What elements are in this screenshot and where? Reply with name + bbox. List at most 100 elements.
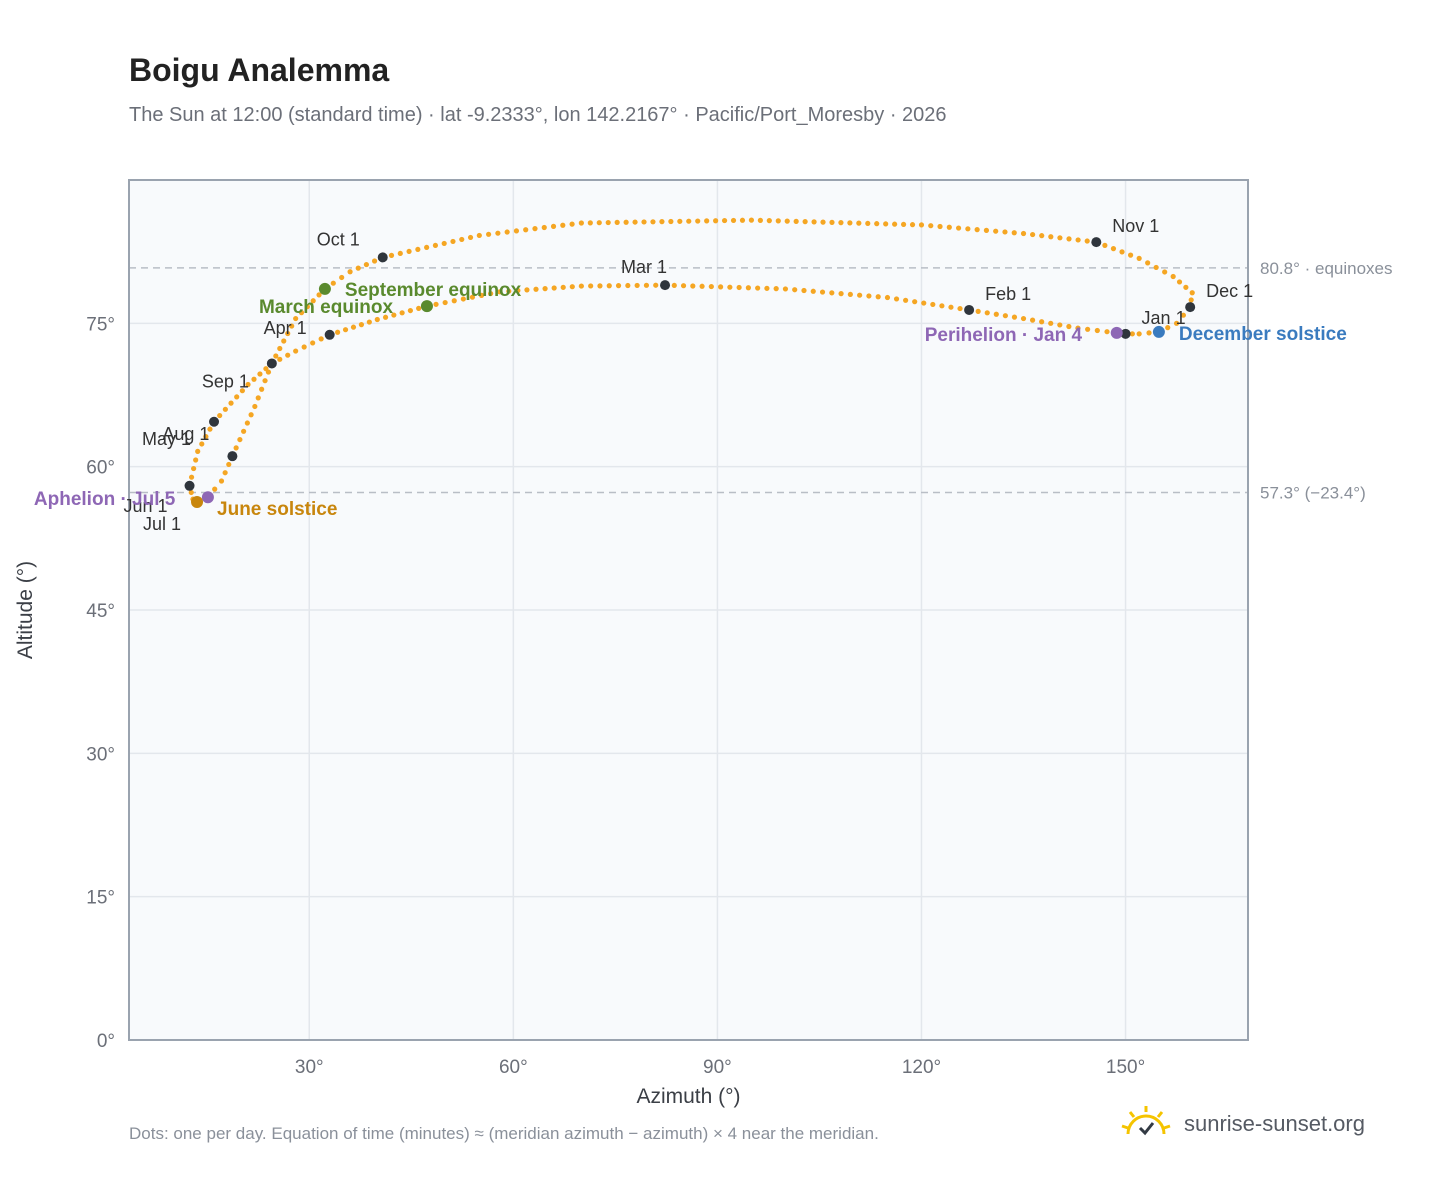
- analemma-day-dot: [203, 433, 209, 440]
- month-label: Nov 1: [1112, 216, 1159, 236]
- analemma-day-dot: [893, 296, 900, 302]
- analemma-day-dot: [569, 221, 575, 227]
- analemma-day-dot: [273, 353, 279, 359]
- analemma-day-dot: [937, 223, 943, 230]
- analemma-day-dot: [974, 227, 980, 233]
- analemma-day-dot: [948, 304, 954, 310]
- month-label: Mar 1: [621, 257, 667, 277]
- analemma-day-dot: [865, 220, 871, 227]
- analemma-day-dot: [975, 308, 981, 314]
- analemma-day-dot: [1188, 297, 1194, 303]
- analemma-day-dot: [406, 248, 412, 255]
- month-marker: [1091, 237, 1102, 248]
- analemma-day-dot: [293, 315, 299, 322]
- analemma-day-dot: [1084, 238, 1090, 244]
- analemma-day-dot: [718, 284, 724, 290]
- analemma-day-dot: [506, 288, 512, 294]
- y-tick-label: 60°: [86, 458, 115, 479]
- analemma-day-dot: [677, 218, 683, 224]
- analemma-day-dot: [708, 283, 714, 290]
- analemma-day-dot: [641, 219, 647, 225]
- month-marker: [964, 304, 975, 315]
- month-label: Aug 1: [162, 424, 209, 444]
- analemma-day-dot: [829, 219, 835, 225]
- analemma-day-dot: [847, 291, 853, 298]
- analemma-day-dot: [366, 319, 372, 325]
- analemma-day-dot: [957, 305, 963, 312]
- event-marker: [420, 300, 433, 313]
- analemma-day-dot: [257, 371, 263, 377]
- footnote: Dots: one per day. Equation of time (min…: [129, 1124, 879, 1143]
- analemma-day-dot: [784, 218, 790, 224]
- x-tick-label: 30°: [295, 1057, 324, 1078]
- analemma-day-dot: [1145, 260, 1151, 266]
- analemma-day-dot: [541, 224, 547, 231]
- analemma-day-dot: [983, 227, 990, 233]
- analemma-day-dot: [819, 289, 826, 295]
- analemma-day-dot: [802, 219, 808, 225]
- analemma-day-dot: [730, 217, 737, 224]
- analemma-day-dot: [330, 280, 336, 286]
- y-tick-label: 30°: [86, 744, 115, 765]
- analemma-day-dot: [782, 286, 789, 292]
- analemma-day-dot: [397, 250, 403, 257]
- analemma-day-dot: [1030, 231, 1036, 238]
- analemma-day-dot: [513, 228, 520, 234]
- analemma-day-dot: [241, 428, 247, 434]
- reference-line-label: 80.8° · equinoxes: [1260, 259, 1393, 278]
- analemma-day-dot: [838, 291, 844, 297]
- analemma-day-dot: [615, 283, 622, 289]
- analemma-day-dot: [1029, 317, 1036, 323]
- analemma-day-dot: [597, 283, 603, 289]
- analemma-day-dot: [476, 232, 482, 239]
- x-axis-title: Azimuth (°): [636, 1085, 740, 1108]
- analemma-day-dot: [488, 290, 494, 297]
- analemma-day-dot: [486, 231, 492, 237]
- analemma-day-dot: [764, 285, 770, 291]
- analemma-day-dot: [1066, 323, 1072, 330]
- analemma-day-dot: [424, 244, 430, 251]
- analemma-day-dot: [903, 297, 909, 303]
- month-marker: [184, 480, 195, 491]
- analemma-day-dot: [226, 461, 232, 468]
- x-tick-label: 120°: [902, 1057, 941, 1078]
- analemma-day-dot: [588, 283, 594, 289]
- analemma-day-dot: [281, 338, 287, 344]
- analemma-day-dot: [339, 274, 345, 281]
- analemma-day-dot: [739, 217, 746, 223]
- analemma-day-dot: [252, 403, 258, 410]
- analemma-day-dot: [838, 220, 844, 226]
- plot-area: 80.8° · equinoxes 57.3° (−23.4°) 30° 60° 90°…: [14, 179, 1393, 1108]
- analemma-day-dot: [1173, 320, 1180, 326]
- analemma-day-dot: [399, 310, 405, 316]
- analemma-day-dot: [342, 327, 349, 333]
- analemma-day-dot: [699, 283, 705, 289]
- analemma-day-dot: [1189, 290, 1195, 296]
- analemma-day-dot: [1020, 315, 1027, 322]
- y-tick-label: 0°: [97, 1031, 115, 1052]
- analemma-day-dot: [671, 282, 677, 289]
- event-label: June solstice: [217, 499, 337, 520]
- analemma-day-dot: [560, 222, 566, 228]
- analemma-day-dot: [262, 378, 268, 384]
- analemma-day-dot: [374, 316, 380, 323]
- analemma-day-dot: [293, 348, 299, 354]
- analemma-day-dot: [721, 217, 728, 224]
- analemma-day-dot: [515, 287, 521, 294]
- analemma-day-dot: [766, 218, 772, 224]
- analemma-day-dot: [1094, 327, 1100, 334]
- analemma-day-dot: [193, 457, 199, 463]
- brand-logo[interactable]: sunrise-sunset.org: [1120, 1104, 1365, 1144]
- analemma-day-dot: [289, 323, 295, 329]
- analemma-day-dot: [355, 265, 361, 271]
- month-marker: [209, 416, 220, 427]
- analemma-day-dot: [371, 258, 378, 264]
- event-marker: [191, 496, 204, 509]
- analemma-day-dot: [930, 301, 936, 308]
- analemma-day-dot: [883, 221, 889, 227]
- analemma-day-dot: [277, 345, 283, 352]
- event-label: Perihelion · Jan 4: [925, 325, 1083, 346]
- analemma-day-dot: [1110, 246, 1117, 252]
- analemma-day-dot: [713, 218, 719, 224]
- analemma-day-dot: [1104, 329, 1110, 335]
